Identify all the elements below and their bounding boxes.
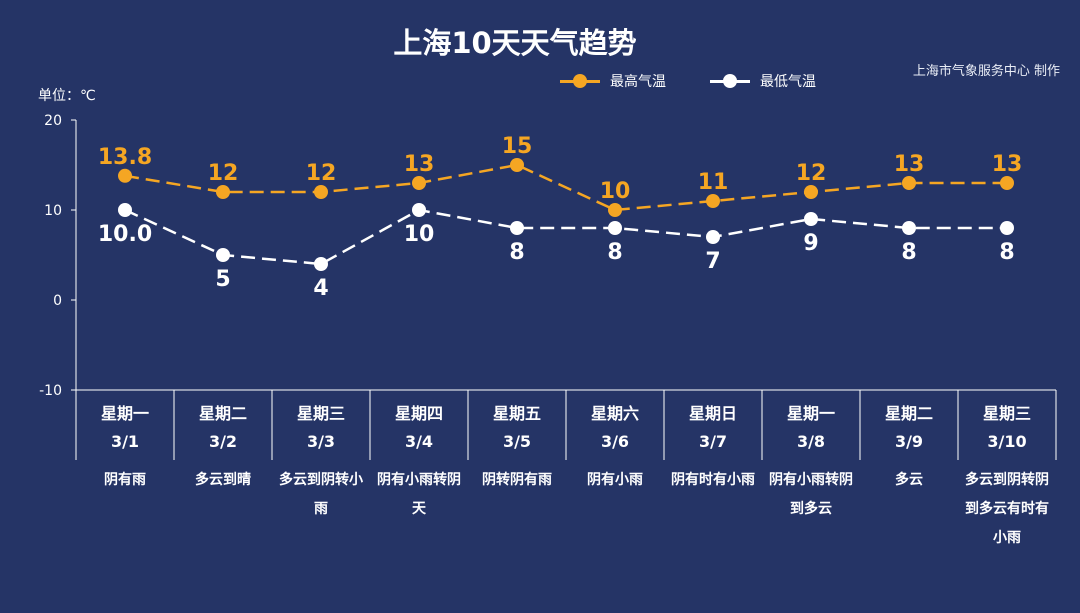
date-label: 3/6 — [600, 432, 630, 451]
date-label: 3/9 — [894, 432, 924, 451]
weekday-label: 星期三 — [296, 404, 345, 423]
day-cell: 星期日 3/7 阴有时有小雨 — [664, 390, 762, 495]
data-label-high: 12 — [208, 161, 239, 186]
weekday-label: 星期二 — [884, 404, 933, 423]
data-label-high: 15 — [502, 134, 533, 159]
weather-description: 阴有小雨 — [587, 472, 643, 488]
weather-description: 多云到阴转阴到多云有时有小雨 — [965, 472, 1049, 546]
data-point-high — [608, 203, 622, 217]
data-point-low — [314, 257, 328, 271]
data-label-high: 13 — [992, 152, 1023, 177]
data-point-high — [804, 185, 818, 199]
unit-label: 单位：℃ — [38, 88, 96, 104]
data-label-low: 8 — [509, 240, 524, 265]
weekday-label: 星期五 — [492, 404, 541, 423]
data-point-low — [412, 203, 426, 217]
weekday-label: 星期一 — [100, 404, 149, 423]
legend-marker-high — [573, 73, 587, 88]
data-label-low: 9 — [803, 231, 818, 256]
source-credit: 上海市气象服务中心 制作 — [912, 64, 1060, 79]
data-point-low — [902, 221, 916, 235]
day-cell: 星期一 3/8 阴有小雨转阴到多云 — [762, 390, 860, 524]
data-label-low: 5 — [215, 267, 230, 292]
data-label-high: 12 — [796, 161, 827, 186]
data-point-low — [216, 248, 230, 262]
day-cell: 星期五 3/5 阴转阴有雨 — [468, 390, 566, 495]
data-label-high: 11 — [698, 170, 729, 195]
date-label: 3/4 — [404, 432, 434, 451]
data-point-high — [314, 185, 328, 199]
data-label-low: 4 — [313, 276, 328, 301]
date-label: 3/2 — [208, 432, 238, 451]
data-point-low — [118, 203, 132, 217]
data-point-low — [608, 221, 622, 235]
day-cell: 星期二 3/9 多云 — [860, 390, 958, 495]
weekday-label: 星期二 — [198, 404, 247, 423]
weekday-label: 星期一 — [786, 404, 835, 423]
legend-label-high: 最高气温 — [610, 74, 666, 90]
data-label-low: 8 — [901, 240, 916, 265]
data-label-high: 13 — [894, 152, 925, 177]
data-point-high — [706, 194, 720, 208]
weather-description: 阴有小雨转阴天 — [377, 472, 461, 517]
legend-item-high[interactable]: 最高气温 — [560, 71, 666, 91]
weekday-label: 星期三 — [982, 404, 1031, 423]
day-cell: 星期二 3/2 多云到晴 — [174, 390, 272, 495]
data-label-low: 10.0 — [98, 222, 152, 247]
data-label-low: 10 — [404, 222, 435, 247]
date-label: 3/10 — [987, 432, 1027, 451]
day-cell: 星期六 3/6 阴有小雨 — [566, 390, 664, 495]
data-label-low: 7 — [705, 249, 720, 274]
series-line-high — [124, 163, 1007, 212]
weather-description: 多云 — [895, 472, 923, 488]
legend-item-low[interactable]: 最低气温 — [710, 71, 816, 91]
y-tick-label: -10 — [39, 383, 62, 399]
weather-description: 阴有小雨转阴到多云 — [769, 472, 853, 517]
data-point-high — [412, 176, 426, 190]
chart-title: 上海10天天气趋势 — [393, 26, 637, 60]
weather-description: 阴有雨 — [104, 472, 146, 488]
data-point-high — [1000, 176, 1014, 190]
legend-line-low — [710, 73, 750, 88]
date-label: 3/1 — [110, 432, 140, 451]
weather-description: 多云到阴转小雨 — [279, 472, 363, 517]
legend-marker-low — [723, 73, 737, 88]
data-point-low — [510, 221, 524, 235]
data-point-high — [118, 168, 132, 183]
day-cell: 星期三 3/3 多云到阴转小雨 — [272, 390, 370, 524]
legend-label-low: 最低气温 — [760, 74, 816, 90]
data-point-high — [216, 185, 230, 199]
weekday-label: 星期四 — [394, 404, 443, 423]
weather-description: 多云到晴 — [195, 472, 251, 488]
legend-line-high — [560, 73, 600, 88]
y-tick-label: 10 — [44, 203, 62, 219]
data-point-low — [804, 212, 818, 226]
weekday-label: 星期日 — [688, 404, 737, 423]
data-label-low: 8 — [999, 240, 1014, 265]
data-label-high: 13 — [404, 152, 435, 177]
date-label: 3/7 — [698, 432, 728, 451]
weather-description: 阴有时有小雨 — [671, 472, 755, 488]
day-cell: 星期一 3/1 阴有雨 — [76, 390, 174, 495]
data-point-low — [1000, 221, 1014, 235]
weather-description: 阴转阴有雨 — [482, 472, 552, 488]
data-label-high: 12 — [306, 161, 337, 186]
data-point-high — [902, 176, 916, 190]
y-tick-label: 0 — [53, 293, 62, 309]
data-label-high: 10 — [600, 179, 631, 204]
data-label-low: 8 — [607, 240, 622, 265]
day-cell: 星期三 3/10 多云到阴转阴到多云有时有小雨 — [958, 390, 1056, 553]
day-cell: 星期四 3/4 阴有小雨转阴天 — [370, 390, 468, 524]
data-point-low — [706, 230, 720, 244]
data-label-high: 13.8 — [98, 145, 152, 170]
y-tick-label: 20 — [44, 113, 62, 129]
date-label: 3/5 — [502, 432, 532, 451]
data-point-high — [510, 158, 524, 172]
series-line-low — [124, 208, 1007, 266]
date-label: 3/8 — [796, 432, 826, 451]
weekday-label: 星期六 — [590, 404, 639, 423]
date-label: 3/3 — [306, 432, 336, 451]
